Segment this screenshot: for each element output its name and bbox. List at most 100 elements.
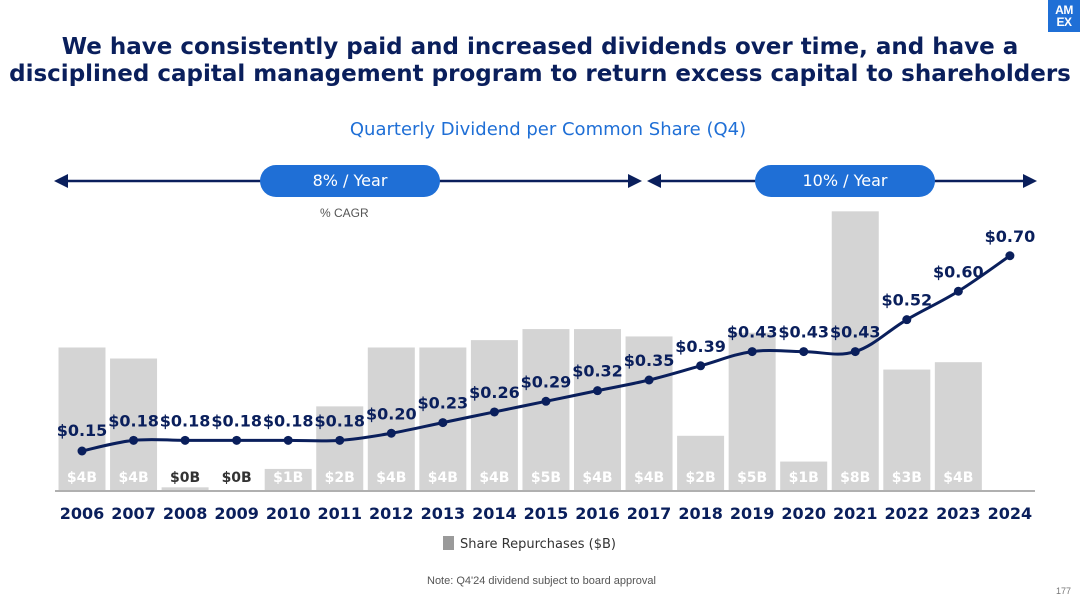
dividend-point bbox=[593, 386, 602, 396]
x-tick-label: 2022 bbox=[885, 504, 930, 523]
repurchase-bar bbox=[110, 358, 158, 491]
bar-value-label: $0B bbox=[222, 470, 252, 486]
cagr-label: % CAGR bbox=[320, 206, 369, 220]
logo-text-1: AM bbox=[1055, 3, 1073, 17]
legend-label: Share Repurchases ($B) bbox=[460, 537, 617, 552]
x-tick-label: 2015 bbox=[524, 504, 569, 523]
x-tick-label: 2007 bbox=[111, 504, 156, 523]
bar-value-label: $5B bbox=[737, 470, 767, 486]
dividend-point bbox=[335, 435, 345, 445]
cagr-arrow-head-mid-left bbox=[647, 174, 661, 188]
legend: Share Repurchases ($B) bbox=[443, 536, 616, 552]
repurchase-bar bbox=[677, 435, 725, 491]
repurchase-bar bbox=[625, 336, 673, 491]
page-number: 177 bbox=[1056, 586, 1072, 596]
cagr-arrow-head-right bbox=[1023, 174, 1037, 188]
bar-value-label: $4B bbox=[428, 470, 458, 486]
footnote: Note: Q4'24 dividend subject to board ap… bbox=[427, 575, 656, 587]
dividend-point bbox=[644, 375, 654, 385]
dividend-value-label: $0.39 bbox=[675, 337, 726, 356]
dividend-value-label: $0.43 bbox=[727, 323, 778, 342]
page-title: We have consistently paid and increased … bbox=[0, 34, 1080, 88]
dividend-value-label: $0.26 bbox=[469, 383, 520, 402]
dividend-point bbox=[232, 435, 242, 445]
dividend-point bbox=[489, 407, 499, 417]
bar-value-label: $1B bbox=[273, 470, 303, 486]
dividend-point bbox=[953, 286, 963, 296]
dividend-value-label: $0.29 bbox=[521, 372, 572, 391]
repurchase-bar bbox=[58, 347, 106, 491]
x-tick-label: 2023 bbox=[936, 504, 981, 523]
bar-value-label: $4B bbox=[582, 470, 612, 486]
x-tick-label: 2008 bbox=[163, 504, 208, 523]
dividend-point bbox=[747, 347, 757, 357]
dividend-value-label: $0.32 bbox=[572, 362, 623, 381]
bar-value-label: $0B bbox=[170, 470, 200, 486]
dividend-value-label: $0.52 bbox=[881, 291, 932, 310]
x-tick-label: 2009 bbox=[214, 504, 259, 523]
dividend-point bbox=[77, 446, 87, 456]
x-tick-label: 2011 bbox=[317, 504, 362, 523]
bar-value-label: $1B bbox=[789, 470, 819, 486]
x-tick-label: 2021 bbox=[833, 504, 878, 523]
repurchase-bar bbox=[367, 347, 415, 491]
repurchase-bar bbox=[161, 487, 209, 491]
dividend-value-label: $0.15 bbox=[57, 421, 108, 440]
x-tick-label: 2010 bbox=[266, 504, 311, 523]
legend-swatch bbox=[443, 536, 454, 550]
cagr-pill-1: 8% / Year bbox=[260, 165, 440, 197]
repurchase-bar bbox=[264, 468, 312, 491]
dividend-value-label: $0.20 bbox=[366, 404, 417, 423]
dividend-value-label: $0.18 bbox=[211, 411, 262, 430]
x-tick-label: 2016 bbox=[575, 504, 620, 523]
bar-value-label: $2B bbox=[325, 470, 355, 486]
repurchase-bar bbox=[780, 461, 828, 491]
dividend-value-label: $0.18 bbox=[160, 411, 211, 430]
dividend-value-label: $0.18 bbox=[314, 411, 365, 430]
x-tick-label: 2013 bbox=[421, 504, 466, 523]
bar-value-label: $2B bbox=[686, 470, 716, 486]
page-title-line-1: We have consistently paid and increased … bbox=[61, 34, 1019, 60]
x-tick-label: 2018 bbox=[678, 504, 723, 523]
x-tick-label: 2020 bbox=[781, 504, 826, 523]
dividend-value-label: $0.35 bbox=[624, 351, 675, 370]
repurchase-bar bbox=[934, 362, 982, 491]
bar-value-label: $3B bbox=[892, 470, 922, 486]
bar-value-label: $4B bbox=[376, 470, 406, 486]
dividend-point bbox=[902, 315, 912, 325]
dividend-point bbox=[799, 347, 809, 357]
cagr-arrow-head-mid-right bbox=[628, 174, 642, 188]
repurchase-bar bbox=[728, 332, 776, 491]
dividend-value-label: $0.23 bbox=[418, 394, 469, 413]
dividend-point bbox=[180, 435, 190, 445]
repurchase-bar bbox=[316, 406, 364, 491]
dividend-point bbox=[850, 347, 860, 357]
bar-value-label: $4B bbox=[67, 470, 97, 486]
bar-value-label: $4B bbox=[943, 470, 973, 486]
x-tick-label: 2017 bbox=[627, 504, 672, 523]
bar-value-label: $5B bbox=[531, 470, 561, 486]
dividend-point bbox=[129, 435, 139, 445]
repurchase-bar bbox=[883, 369, 931, 491]
dividend-value-label: $0.18 bbox=[108, 411, 159, 430]
dividend-point bbox=[283, 435, 293, 445]
x-tick-label: 2006 bbox=[60, 504, 105, 523]
x-tick-label: 2012 bbox=[369, 504, 414, 523]
dividend-value-label: $0.18 bbox=[263, 411, 314, 430]
dividend-value-label: $0.43 bbox=[830, 323, 881, 342]
dividend-point bbox=[1005, 251, 1015, 261]
bar-value-label: $8B bbox=[840, 470, 870, 486]
dividend-point bbox=[541, 396, 551, 406]
x-tick-label: 2024 bbox=[988, 504, 1033, 523]
page-title-line-2: disciplined capital management program t… bbox=[9, 61, 1071, 87]
chart-title: Quarterly Dividend per Common Share (Q4) bbox=[349, 119, 747, 140]
repurchase-bar bbox=[522, 329, 570, 491]
logo-text-2: EX bbox=[1056, 15, 1072, 29]
dividend-point bbox=[696, 361, 706, 371]
bar-value-label: $4B bbox=[634, 470, 664, 486]
cagr-arrow-head-left bbox=[54, 174, 68, 188]
dividend-value-label: $0.43 bbox=[778, 323, 829, 342]
dividend-value-label: $0.70 bbox=[985, 227, 1036, 246]
repurchase-bar bbox=[574, 329, 621, 491]
